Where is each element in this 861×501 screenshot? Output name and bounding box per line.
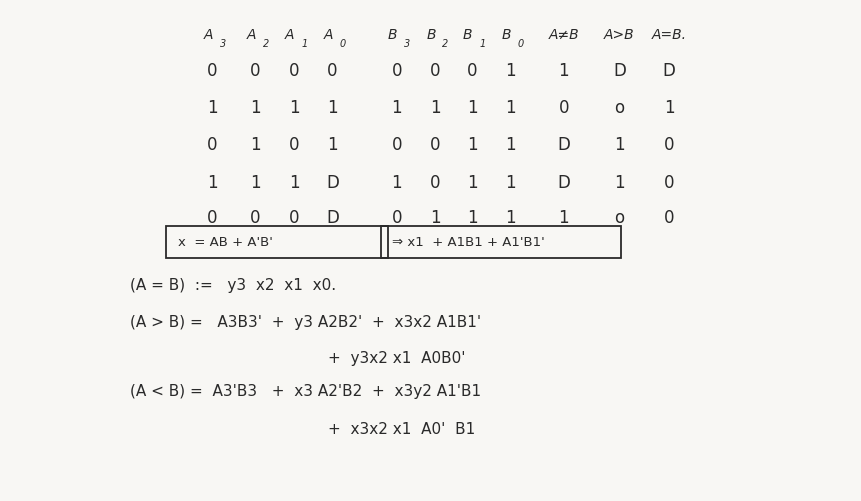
Text: 0: 0 — [288, 209, 299, 227]
Text: 1: 1 — [288, 99, 299, 117]
Text: 3: 3 — [404, 39, 410, 49]
Text: 0: 0 — [663, 174, 673, 191]
Text: A: A — [323, 28, 332, 42]
Text: 1: 1 — [391, 99, 401, 117]
Text: 1: 1 — [505, 62, 516, 80]
Text: 1: 1 — [467, 174, 477, 191]
Text: 1: 1 — [250, 99, 260, 117]
Text: 0: 0 — [339, 39, 345, 49]
Text: +  y3x2 x1  A0B0': + y3x2 x1 A0B0' — [328, 351, 465, 366]
Text: 0: 0 — [391, 136, 401, 154]
Text: 1: 1 — [327, 99, 338, 117]
Text: 0: 0 — [288, 62, 299, 80]
Text: 1: 1 — [467, 99, 477, 117]
Text: 1: 1 — [558, 209, 568, 227]
Text: A: A — [203, 28, 213, 42]
Text: 1: 1 — [479, 39, 485, 49]
Text: o: o — [614, 209, 623, 227]
Text: 0: 0 — [250, 209, 260, 227]
Text: x  = AB + A'B': x = AB + A'B' — [178, 235, 273, 248]
Text: 1: 1 — [613, 174, 624, 191]
Text: 1: 1 — [467, 136, 477, 154]
Text: D: D — [612, 62, 625, 80]
Text: 2: 2 — [442, 39, 449, 49]
Text: 0: 0 — [430, 136, 440, 154]
Text: 0: 0 — [208, 209, 218, 227]
Text: 1: 1 — [207, 99, 218, 117]
Text: 1: 1 — [300, 39, 307, 49]
Text: 1: 1 — [505, 174, 516, 191]
Text: 1: 1 — [430, 99, 440, 117]
Text: B: B — [501, 28, 511, 42]
Text: 1: 1 — [558, 62, 568, 80]
Text: 1: 1 — [288, 174, 299, 191]
Text: 1: 1 — [250, 136, 260, 154]
Text: B: B — [425, 28, 436, 42]
Text: D: D — [662, 62, 675, 80]
Text: 0: 0 — [517, 39, 523, 49]
Text: 0: 0 — [208, 62, 218, 80]
Text: 1: 1 — [505, 209, 516, 227]
Text: 0: 0 — [208, 136, 218, 154]
Text: 0: 0 — [391, 62, 401, 80]
Text: D: D — [325, 209, 338, 227]
Text: 3: 3 — [220, 39, 226, 49]
Text: 0: 0 — [391, 209, 401, 227]
Text: D: D — [557, 136, 569, 154]
Text: 1: 1 — [430, 209, 440, 227]
Text: 0: 0 — [663, 209, 673, 227]
Text: 0: 0 — [467, 62, 477, 80]
Text: A=B.: A=B. — [651, 28, 686, 42]
Text: 1: 1 — [207, 174, 218, 191]
Text: o: o — [614, 99, 623, 117]
Text: (A < B) =  A3'B3   +  x3 A2'B2  +  x3y2 A1'B1: (A < B) = A3'B3 + x3 A2'B2 + x3y2 A1'B1 — [129, 384, 480, 399]
Text: ⇒ x1  + A1B1 + A1'B1': ⇒ x1 + A1B1 + A1'B1' — [392, 235, 544, 248]
Text: +  x3x2 x1  A0'  B1: + x3x2 x1 A0' B1 — [328, 422, 475, 437]
Text: 2: 2 — [263, 39, 269, 49]
Text: 0: 0 — [663, 136, 673, 154]
Text: 0: 0 — [430, 62, 440, 80]
Text: 1: 1 — [250, 174, 260, 191]
Text: 0: 0 — [327, 62, 338, 80]
Text: 1: 1 — [613, 136, 624, 154]
Text: A≠B: A≠B — [548, 28, 579, 42]
Text: 1: 1 — [391, 174, 401, 191]
Text: 0: 0 — [250, 62, 260, 80]
Text: 1: 1 — [505, 99, 516, 117]
Text: 0: 0 — [288, 136, 299, 154]
Text: B: B — [462, 28, 472, 42]
Text: 1: 1 — [467, 209, 477, 227]
Text: A>B: A>B — [604, 28, 634, 42]
Text: 1: 1 — [663, 99, 673, 117]
Text: 1: 1 — [505, 136, 516, 154]
Text: 1: 1 — [327, 136, 338, 154]
Text: A: A — [285, 28, 294, 42]
Text: (A > B) =   A3B3'  +  y3 A2B2'  +  x3x2 A1B1': (A > B) = A3B3' + y3 A2B2' + x3x2 A1B1' — [129, 315, 480, 330]
Text: D: D — [557, 174, 569, 191]
Text: D: D — [325, 174, 338, 191]
Text: 0: 0 — [558, 99, 568, 117]
Text: (A = B)  :=   y3  x2  x1  x0.: (A = B) := y3 x2 x1 x0. — [129, 278, 335, 293]
Text: 0: 0 — [430, 174, 440, 191]
Text: B: B — [387, 28, 397, 42]
Text: A: A — [246, 28, 256, 42]
